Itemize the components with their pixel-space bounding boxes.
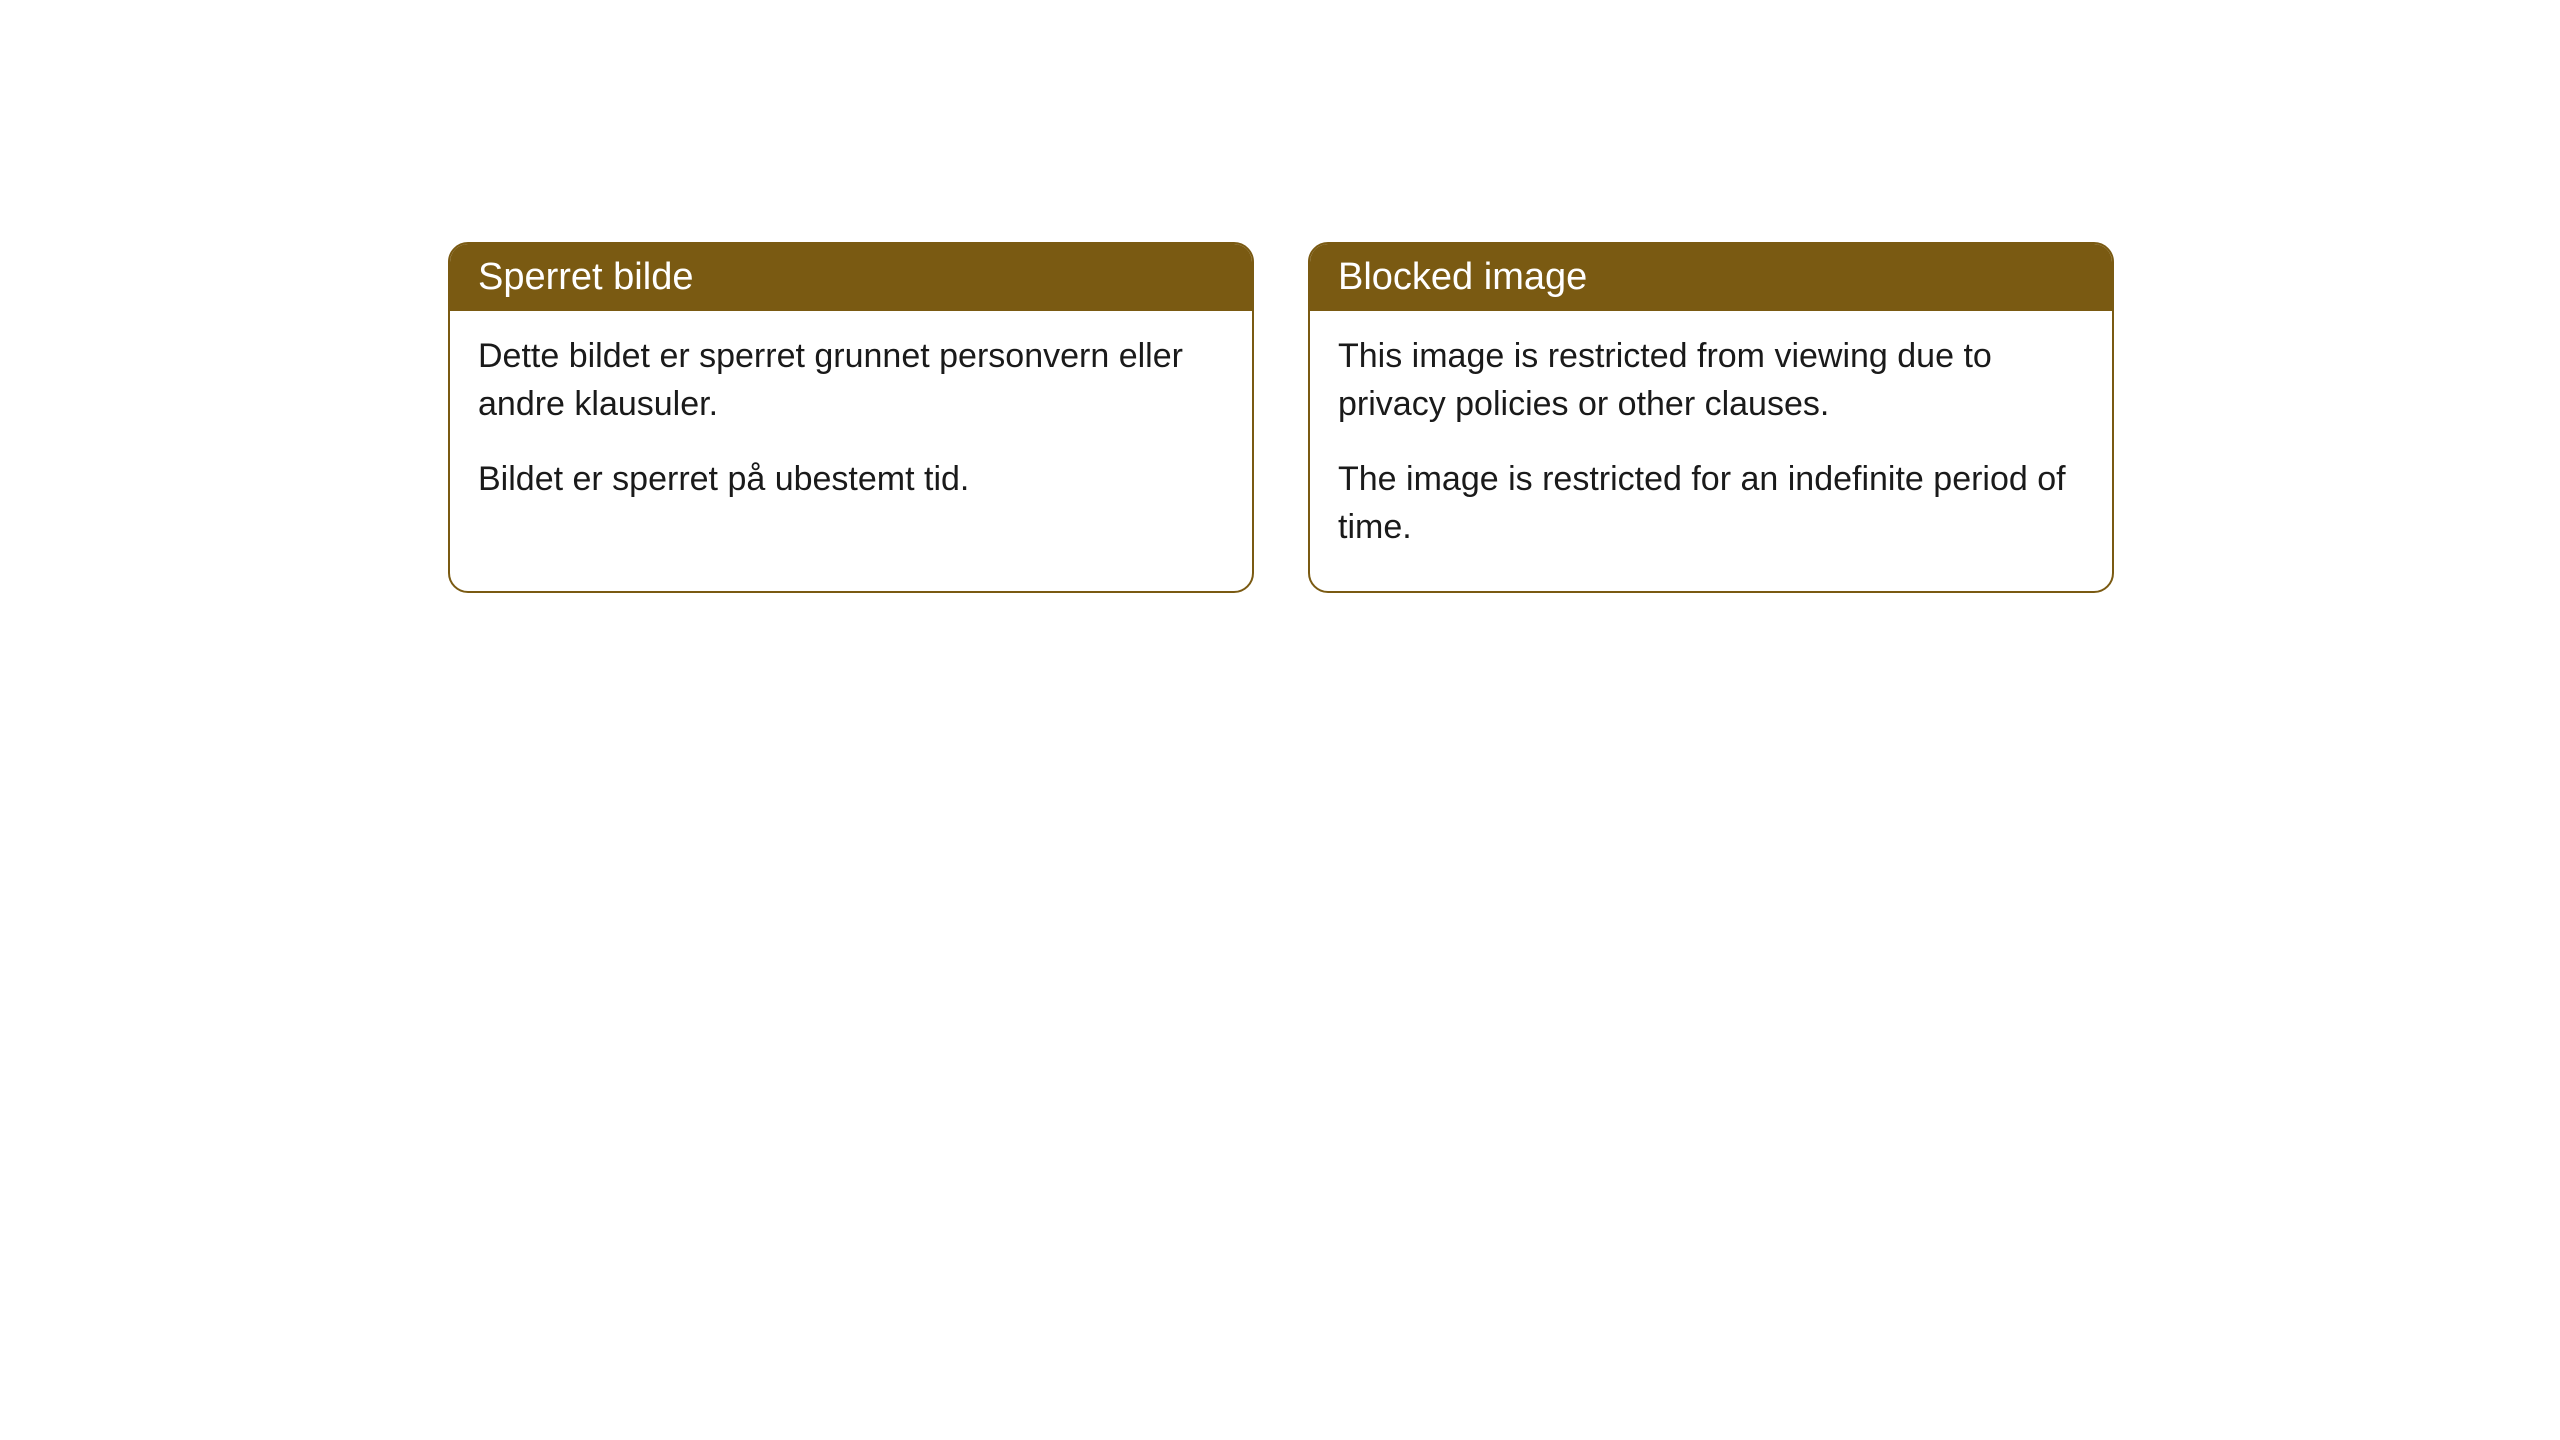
card-header-en: Blocked image bbox=[1310, 244, 2112, 311]
card-title-en: Blocked image bbox=[1338, 256, 1587, 298]
card-header-no: Sperret bilde bbox=[450, 244, 1252, 311]
blocked-image-card-en: Blocked image This image is restricted f… bbox=[1308, 242, 2114, 593]
card-paragraph-2-en: The image is restricted for an indefinit… bbox=[1338, 456, 2084, 551]
notice-cards-container: Sperret bilde Dette bildet er sperret gr… bbox=[0, 0, 2560, 593]
blocked-image-card-no: Sperret bilde Dette bildet er sperret gr… bbox=[448, 242, 1254, 593]
card-body-no: Dette bildet er sperret grunnet personve… bbox=[450, 311, 1252, 544]
card-title-no: Sperret bilde bbox=[478, 256, 693, 298]
card-body-en: This image is restricted from viewing du… bbox=[1310, 311, 2112, 591]
card-paragraph-1-en: This image is restricted from viewing du… bbox=[1338, 333, 2084, 428]
card-paragraph-2-no: Bildet er sperret på ubestemt tid. bbox=[478, 456, 1224, 504]
card-paragraph-1-no: Dette bildet er sperret grunnet personve… bbox=[478, 333, 1224, 428]
